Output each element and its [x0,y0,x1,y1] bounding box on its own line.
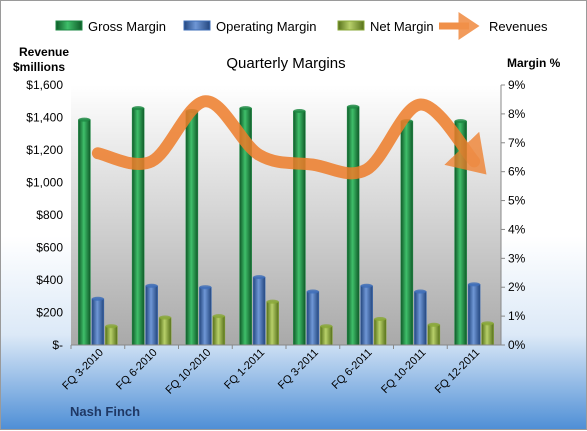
legend: Gross Margin Operating Margin Net Margin Re… [56,19,548,34]
net-margin-legend-swatch [338,21,364,30]
gross-margin-bar-cap [132,106,144,110]
operating-margin-bar [307,292,319,345]
y-left-tick-label: $800 [36,208,63,222]
net-margin-bar [374,319,386,345]
operating-margin-bar [92,299,104,345]
operating-margin-bar-cap [361,284,373,288]
gross-margin-bar [293,111,305,345]
y-left-tick-label: $400 [36,273,63,287]
y-right-title: Margin % [507,56,561,70]
y-right-tick-label: 0% [508,338,526,352]
net-margin-bar [428,325,440,345]
gross-margin-bar-cap [240,106,252,110]
net-margin-bar-cap [105,324,117,328]
y-left-tick-label: $1,600 [26,78,63,92]
operating-margin-bar [361,286,373,345]
gross-margin-bar [78,120,90,345]
operating-margin-legend-label: Operating Margin [216,19,316,34]
y-right-tick-label: 8% [508,107,526,121]
x-tick-label: FQ 10-2011 [379,347,428,396]
operating-margin-legend-swatch [184,21,210,30]
operating-margin-bar [414,292,426,345]
y-right-tick-label: 5% [508,194,526,208]
net-margin-bar-cap [374,317,386,321]
gross-margin-bar-cap [455,119,467,123]
x-tick-label: FQ 12-2011 [433,347,482,396]
x-tick-label: FQ 6-2011 [330,347,375,392]
y-right-tick-label: 2% [508,280,526,294]
operating-margin-bar [468,284,480,345]
chart-title: Quarterly Margins [226,55,345,72]
y-right-tick-label: 6% [508,165,526,179]
y-left-title-line2: $millions [13,60,65,74]
revenues-legend-label: Revenues [489,19,548,34]
y-left-title-line1: Revenue [19,45,69,59]
net-margin-bar-cap [159,316,171,320]
x-tick-label: FQ 10-2010 [164,347,214,397]
operating-margin-bar-cap [146,284,158,288]
gross-margin-bar [186,111,198,345]
y-right-tick-label: 9% [508,78,526,92]
gross-margin-bar-cap [347,105,359,109]
gross-margin-bar-cap [293,109,305,113]
net-margin-bar-cap [320,324,332,328]
operating-margin-bar [199,287,211,345]
company-name: Nash Finch [70,404,140,419]
gross-margin-bar [132,108,144,345]
y-right-tick-label: 3% [508,251,526,265]
net-margin-bar [159,318,171,345]
gross-margin-bar [401,121,413,345]
net-margin-bar [482,323,494,345]
net-margin-bar-cap [482,321,494,325]
net-margin-bar [105,326,117,345]
net-margin-bar-cap [428,323,440,327]
operating-margin-bar-cap [92,297,104,301]
operating-margin-bar-cap [307,290,319,294]
net-margin-bar-cap [267,300,279,304]
y-left-tick-label: $- [52,338,63,352]
gross-margin-bar-cap [78,118,90,122]
y-right-tick-label: 4% [508,222,526,236]
y-right-tick-label: 1% [508,309,526,323]
operating-margin-bar-cap [468,282,480,286]
y-left-tick-label: $600 [36,241,63,255]
operating-margin-bar [253,277,265,345]
net-margin-bar [267,302,279,345]
y-left-tick-label: $200 [36,306,63,320]
y-left-tick-label: $1,200 [26,143,63,157]
operating-margin-bar [146,286,158,345]
operating-margin-bar-cap [414,290,426,294]
y-right-ticks: 0% 1% 2% 3% 4% 5% 6% 7% 8% 9% [501,78,526,352]
net-margin-bar [320,326,332,345]
x-tick-label: FQ 3-2010 [60,347,106,393]
x-tick-label: FQ 6-2010 [114,347,160,393]
operating-margin-bar-cap [199,285,211,289]
gross-margin-bar [347,107,359,345]
y-left-tick-label: $1,000 [26,176,63,190]
gross-margin-legend-label: Gross Margin [88,19,166,34]
y-right-tick-label: 7% [508,136,526,150]
gross-margin-legend-swatch [56,21,82,30]
x-tick-label: FQ 1-2011 [222,347,267,392]
net-margin-legend-label: Net Margin [370,19,434,34]
y-left-tick-label: $1,400 [26,111,63,125]
operating-margin-bar-cap [253,275,265,279]
y-left-ticks: $- $200 $400 $600 $800 $1,000 $1,200 $1,400 $1,6… [26,78,63,352]
x-tick-label: FQ 3-2011 [276,347,321,392]
net-margin-bar [213,316,225,345]
net-margin-bar-cap [213,314,225,318]
